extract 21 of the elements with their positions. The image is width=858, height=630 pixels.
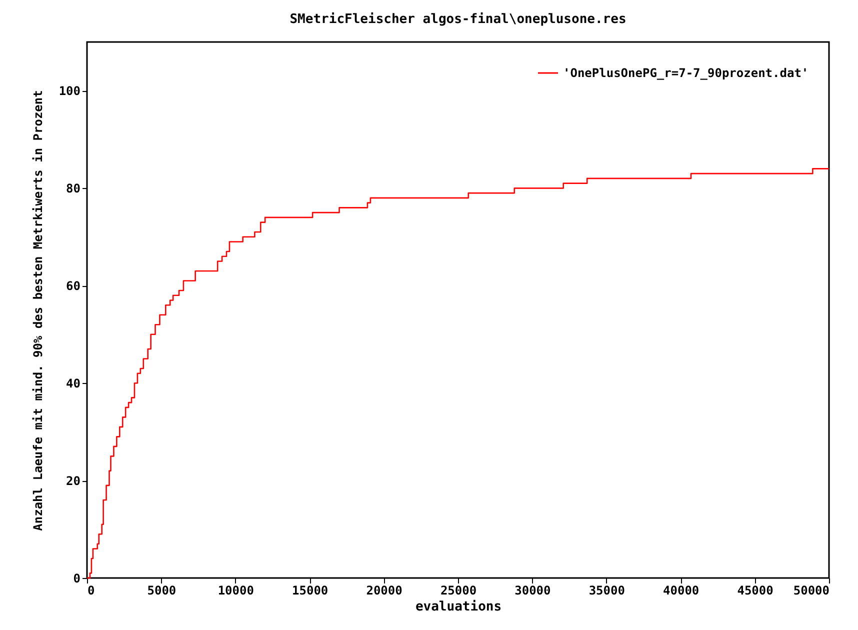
y-tick-label: 60 xyxy=(66,279,80,294)
y-axis-title: Anzahl Laeufe mit mind. 90% des besten Metrkiwerts in Prozent xyxy=(30,90,45,531)
x-tick-label: 20000 xyxy=(366,584,402,598)
x-tick-label: 35000 xyxy=(588,584,625,598)
x-tick-label: 40000 xyxy=(663,584,700,598)
x-tick-label: 15000 xyxy=(292,584,328,598)
x-tick-label: 50000 xyxy=(793,584,830,598)
x-tick-label: 5000 xyxy=(147,584,176,598)
x-tick-label: 0 xyxy=(88,584,95,598)
x-tick-label: 30000 xyxy=(514,584,551,598)
x-tick-label: 10000 xyxy=(218,584,254,598)
y-tick-label: 100 xyxy=(58,84,80,98)
y-tick-label: 0 xyxy=(73,572,80,586)
y-tick-label: 20 xyxy=(66,474,80,488)
legend-label: 'OnePlusOnePG_r=7-7_90prozent.dat' xyxy=(563,66,809,80)
y-tick-label: 80 xyxy=(66,182,80,196)
x-tick-label: 45000 xyxy=(737,584,774,598)
x-axis-title: evaluations xyxy=(415,600,502,614)
chart-title: SMetricFleischer algos-final\oneplusone.res xyxy=(290,12,626,27)
x-tick-label: 25000 xyxy=(440,584,477,598)
y-tick-label: 40 xyxy=(66,376,80,391)
